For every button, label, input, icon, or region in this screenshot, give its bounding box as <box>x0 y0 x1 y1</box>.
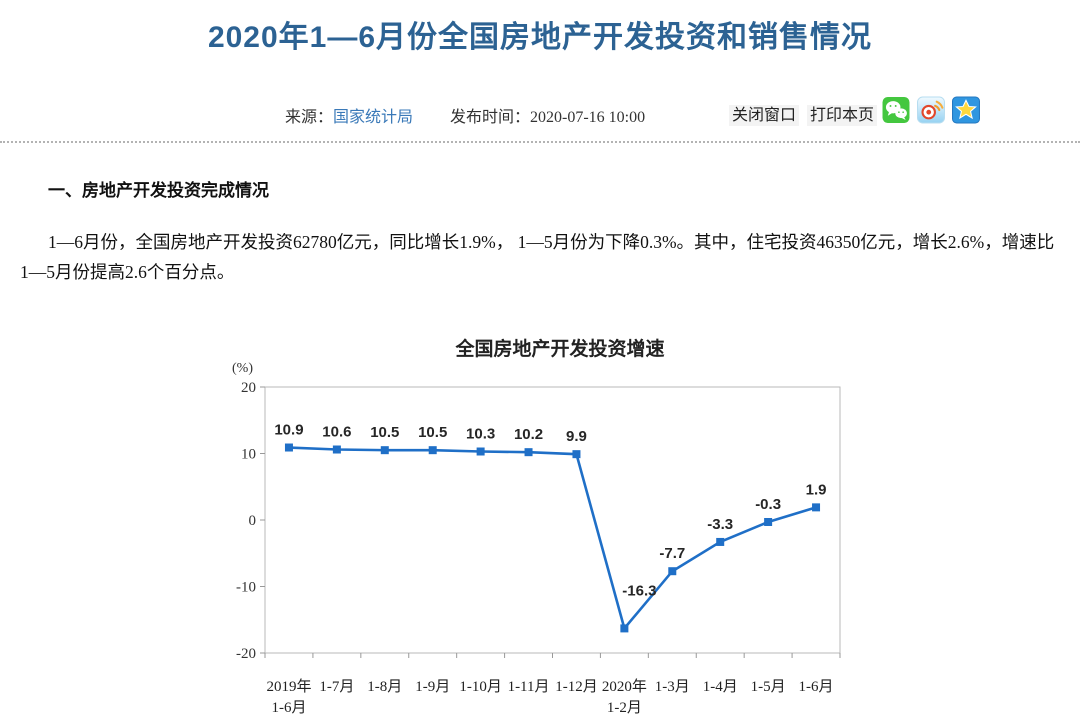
growth-line-chart-svg: 20 10 0 -10 -20 2019年 1-6月 1-7月 1-8月 1-9月 1-10月 1-1… <box>236 380 841 716</box>
share-icon-bar <box>882 96 980 124</box>
chart-unit-label: (%) <box>232 361 253 376</box>
svg-text:1-6月: 1-6月 <box>799 679 834 695</box>
close-window-link[interactable]: 关闭窗口 <box>729 105 800 126</box>
chart-title: 全国房地产开发投资增速 <box>455 339 665 360</box>
svg-text:1-4月: 1-4月 <box>703 679 738 695</box>
publish-row: 发布时间：2020-07-16 10:00 <box>450 103 645 127</box>
wechat-share-icon[interactable] <box>882 96 910 124</box>
svg-text:1-12月: 1-12月 <box>555 679 598 695</box>
publish-label: 发布时间： <box>450 109 531 126</box>
dotted-divider <box>0 141 1080 143</box>
svg-text:-3.3: -3.3 <box>707 516 733 533</box>
svg-text:10.9: 10.9 <box>274 422 303 439</box>
investment-growth-chart: 全国房地产开发投资增速 (%) 20 10 0 -10 -20 2019年 1-6月 1-7月… <box>220 330 870 716</box>
svg-text:9.9: 9.9 <box>566 428 587 445</box>
svg-text:-7.7: -7.7 <box>659 545 685 562</box>
svg-text:1-7月: 1-7月 <box>319 679 354 695</box>
source-label: 来源： <box>285 109 334 126</box>
svg-text:0: 0 <box>249 513 257 529</box>
section-heading: 一、房地产开发投资完成情况 <box>48 181 269 200</box>
svg-text:-10: -10 <box>236 580 256 596</box>
svg-text:-20: -20 <box>236 646 256 662</box>
page-title: 2020年1—6月份全国房地产开发投资和销售情况 <box>207 21 873 54</box>
window-operations: 关闭窗口 打印本页 <box>729 101 885 126</box>
svg-text:-0.3: -0.3 <box>755 496 781 513</box>
qzone-share-icon[interactable] <box>952 96 980 124</box>
svg-text:10.3: 10.3 <box>466 426 495 443</box>
svg-text:1-2月: 1-2月 <box>607 700 642 716</box>
svg-text:2020年: 2020年 <box>602 678 647 695</box>
svg-text:1-9月: 1-9月 <box>415 679 450 695</box>
svg-text:10.5: 10.5 <box>418 424 447 441</box>
svg-text:10.6: 10.6 <box>322 424 351 441</box>
svg-text:1-11月: 1-11月 <box>508 679 550 695</box>
svg-text:20: 20 <box>241 380 256 396</box>
print-page-link[interactable]: 打印本页 <box>807 105 878 126</box>
source-link[interactable]: 国家统计局 <box>333 109 414 126</box>
source-row: 来源：国家统计局 <box>285 103 413 127</box>
svg-text:10.5: 10.5 <box>370 424 399 441</box>
svg-text:1-10月: 1-10月 <box>459 679 502 695</box>
svg-text:1.9: 1.9 <box>806 481 827 498</box>
svg-text:1-6月: 1-6月 <box>271 700 306 716</box>
svg-text:1-8月: 1-8月 <box>367 679 402 695</box>
svg-text:-16.3: -16.3 <box>622 582 656 599</box>
svg-text:2019年: 2019年 <box>266 678 311 695</box>
svg-text:10.2: 10.2 <box>514 426 543 443</box>
body-paragraph: 1—6月份，全国房地产开发投资62780亿元，同比增长1.9%， 1—5月份为下… <box>20 232 1055 282</box>
publish-time: 2020-07-16 10:00 <box>530 109 646 126</box>
weibo-share-icon[interactable] <box>917 96 945 124</box>
svg-text:10: 10 <box>241 447 256 463</box>
svg-text:1-5月: 1-5月 <box>751 679 786 695</box>
svg-text:1-3月: 1-3月 <box>655 679 690 695</box>
